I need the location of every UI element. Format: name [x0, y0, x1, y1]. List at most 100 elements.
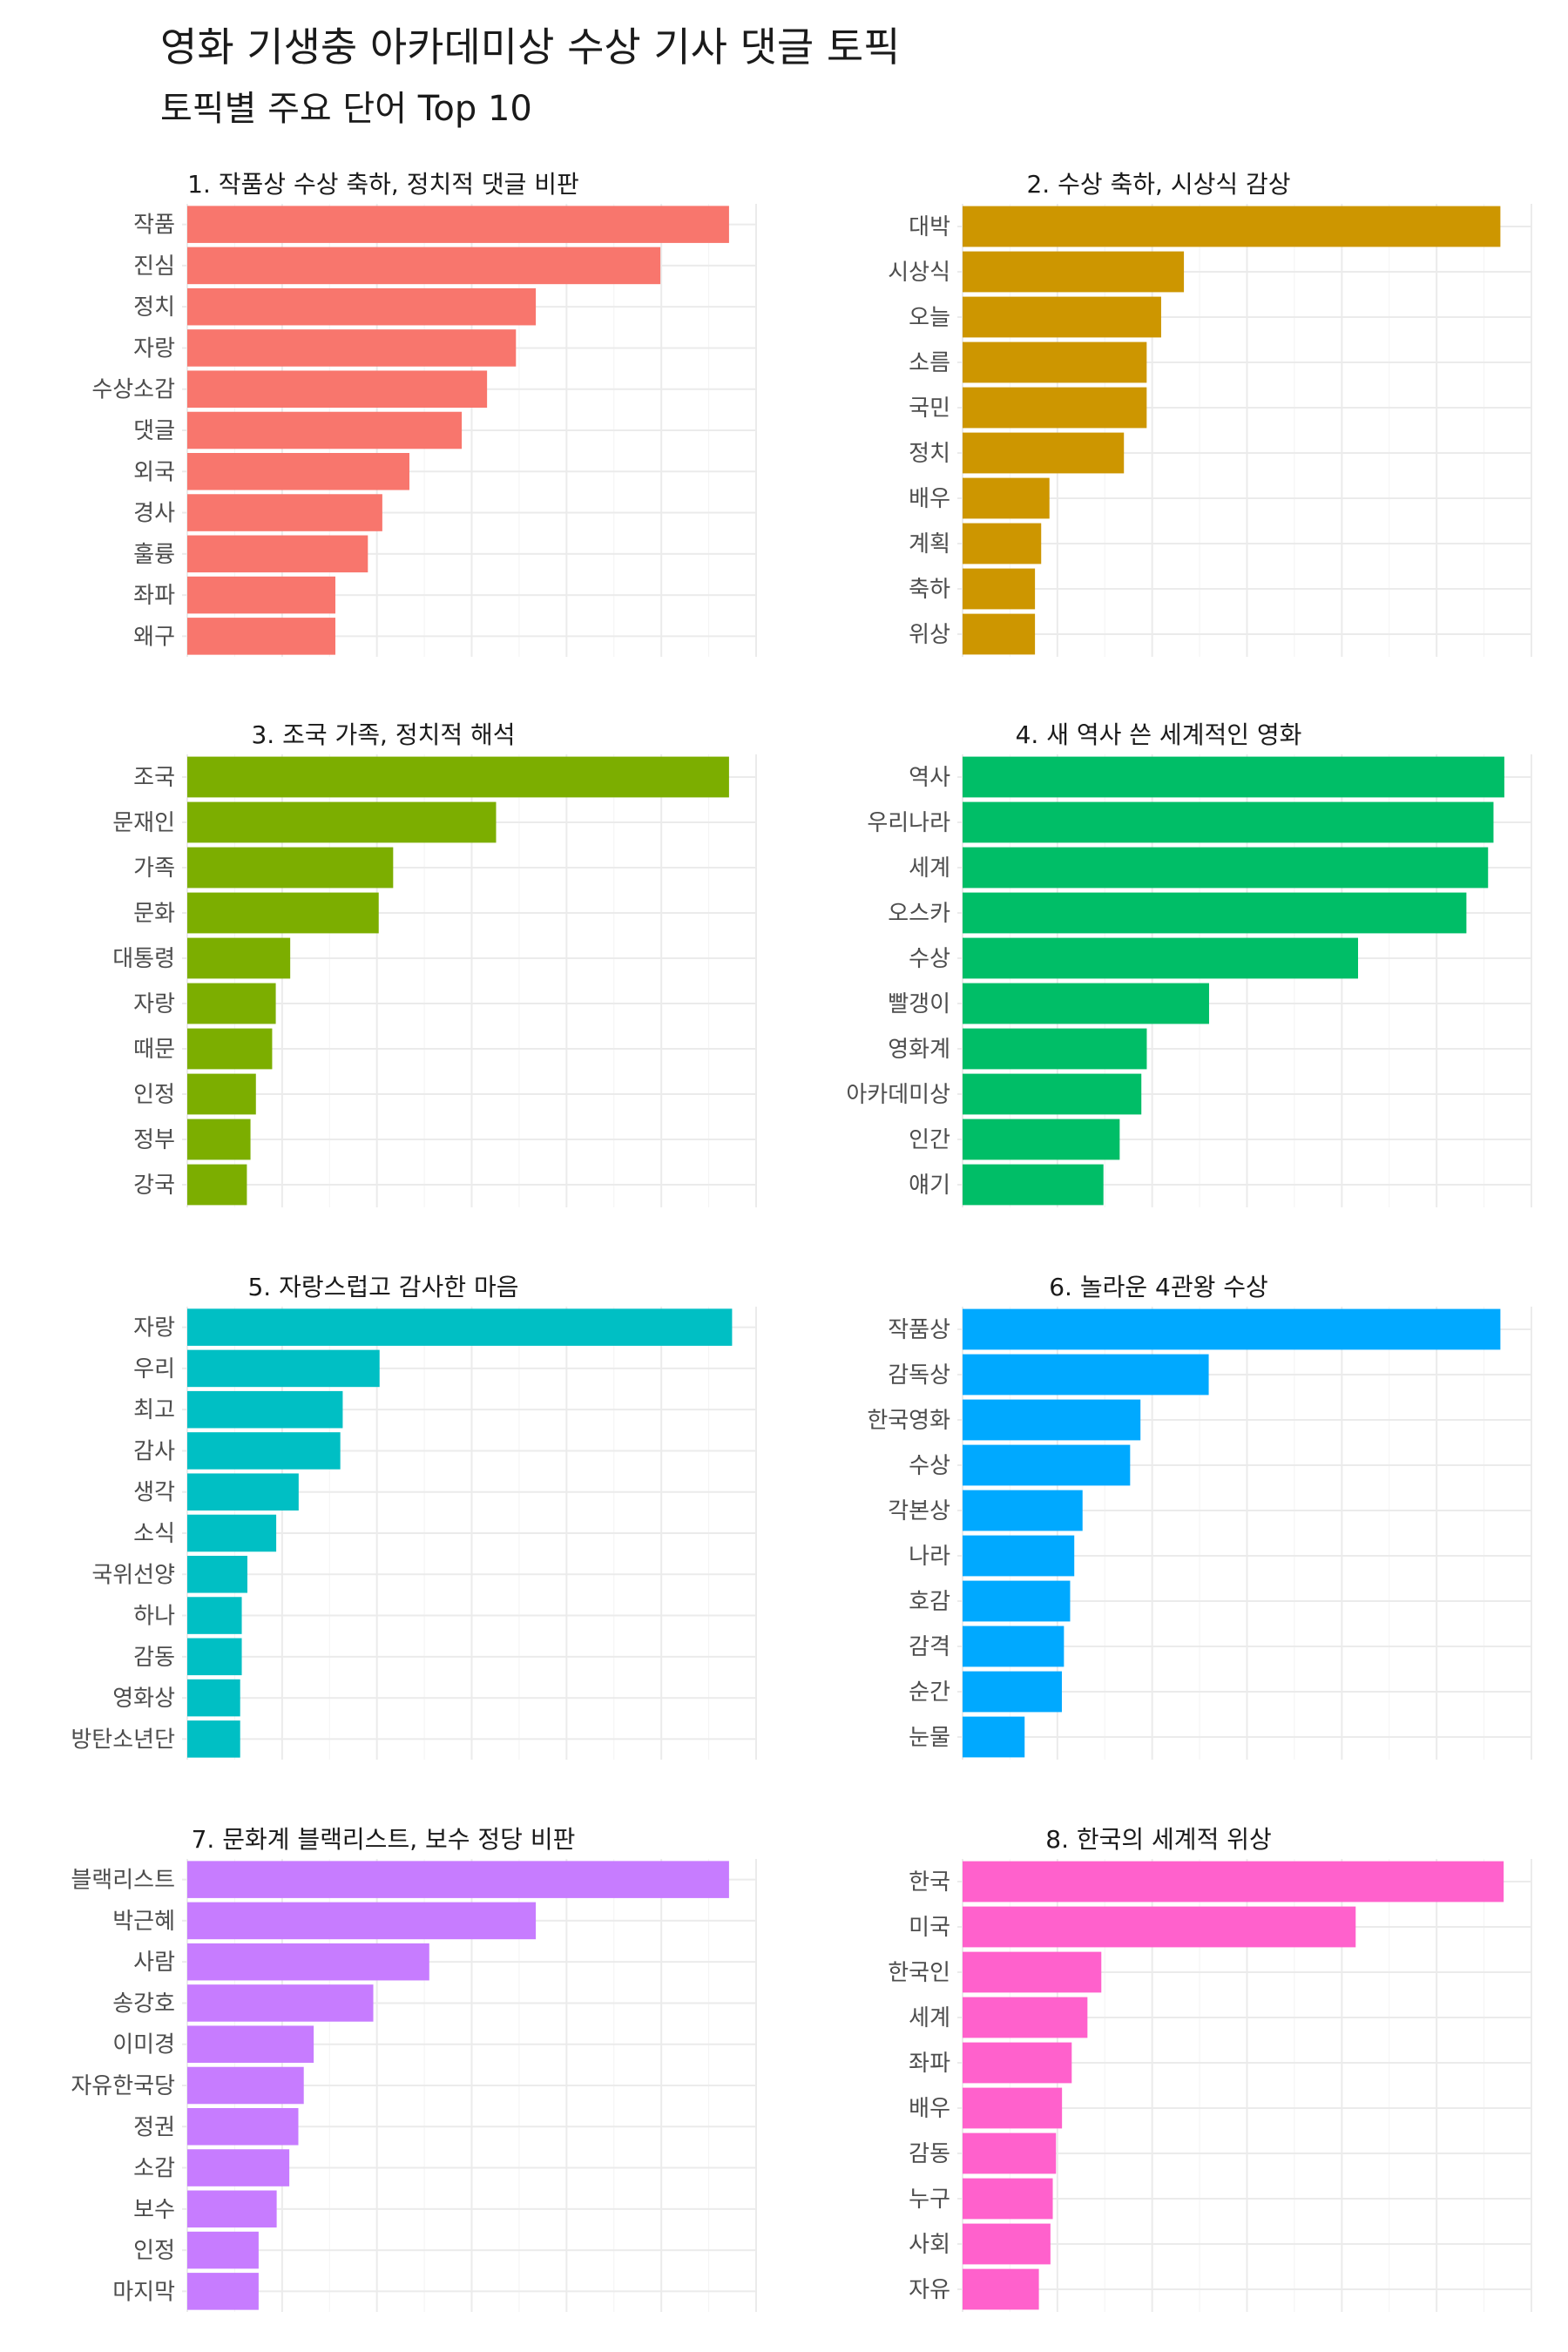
panel-title: 8. 한국의 세계적 위상	[1045, 1825, 1272, 1854]
category-label: 우리	[133, 1356, 175, 1382]
category-label: 소름	[909, 350, 950, 376]
panel-title: 2. 수상 축하, 시상식 감상	[1026, 170, 1291, 199]
bar	[963, 341, 1147, 383]
bar	[187, 892, 379, 934]
bar	[963, 1625, 1064, 1667]
bar	[963, 568, 1036, 610]
category-label: 국민	[909, 395, 950, 422]
bar	[187, 2025, 314, 2063]
panel-title: 5. 자랑스럽고 감사한 마음	[247, 1273, 519, 1301]
bar	[187, 1308, 733, 1346]
category-label: 마지막	[112, 2279, 175, 2305]
category-label: 감독상	[888, 1362, 950, 1389]
bar	[187, 1432, 341, 1470]
category-label: 얘기	[909, 1173, 950, 1199]
bar	[187, 1028, 273, 1070]
category-label: 블랙리스트	[71, 1868, 175, 1894]
bar	[963, 2178, 1053, 2220]
panel-title: 7. 문화계 블랙리스트, 보수 정당 비판	[191, 1825, 576, 1854]
category-label: 사람	[133, 1950, 175, 1976]
bar	[187, 1349, 380, 1388]
bar	[963, 1164, 1104, 1206]
category-label: 누구	[909, 2186, 950, 2213]
bar	[963, 1119, 1120, 1160]
bar	[187, 801, 497, 843]
category-label: 아카데미상	[846, 1082, 950, 1108]
bar	[187, 1119, 251, 1160]
bar	[963, 477, 1050, 519]
category-label: 우리나라	[867, 810, 950, 836]
bar	[187, 1902, 537, 1940]
category-label: 좌파	[133, 583, 175, 609]
bar	[187, 1390, 343, 1429]
bar	[963, 892, 1467, 934]
topic-panel-2: 2. 수상 축하, 시상식 감상 대박 시상식 오늘 소름 국민 정치 배우 계획 축하 위상	[775, 157, 1542, 679]
category-label: 호감	[909, 1589, 950, 1615]
category-label: 수상	[909, 1453, 950, 1479]
category-label: 미국	[909, 1915, 950, 1941]
category-label: 감격	[909, 1634, 950, 1660]
category-label: 인정	[133, 2238, 175, 2264]
category-label: 오늘	[909, 305, 950, 331]
category-label: 하나	[133, 1604, 175, 1630]
category-label: 가족	[133, 855, 175, 882]
category-label: 역사	[909, 765, 950, 791]
bar	[963, 2042, 1072, 2084]
bar	[963, 1580, 1071, 1622]
category-label: 소감	[133, 2156, 175, 2182]
category-label: 박근혜	[112, 1909, 175, 1935]
bar	[187, 1984, 374, 2022]
bar	[187, 1164, 247, 1206]
bar	[187, 2231, 259, 2269]
category-label: 한국인	[888, 1960, 950, 1986]
category-label: 자랑	[133, 1315, 175, 1342]
bar	[187, 1943, 429, 1981]
bar	[187, 1679, 240, 1717]
topic-panel-7: 7. 문화계 블랙리스트, 보수 정당 비판 블랙리스트 박근혜 사람 송강호 이미경 자…	[0, 1812, 767, 2335]
topic-panel-1: 1. 작품상 수상 축하, 정치적 댓글 비판 작품 진심 정치 자랑 수상소감 댓글 외국…	[0, 157, 767, 679]
category-label: 소식	[133, 1521, 175, 1547]
bar	[963, 1399, 1141, 1441]
category-label: 외국	[133, 459, 175, 485]
category-label: 세계	[909, 2005, 950, 2031]
topic-panel-3: 3. 조국 가족, 정치적 해석 조국 문재인 가족 문화 대통령 자랑 때문 인정 정부 강국	[0, 707, 767, 1230]
bar	[187, 1073, 256, 1115]
category-label: 수상	[909, 946, 950, 972]
bar	[187, 2190, 277, 2228]
category-label: 작품	[133, 213, 175, 239]
category-label: 순간	[909, 1680, 950, 1706]
chart-subtitle: 토픽별 주요 단어 Top 10	[160, 89, 532, 129]
bar	[187, 1556, 247, 1593]
bar	[963, 1444, 1131, 1486]
bar	[187, 1597, 242, 1634]
bar	[187, 2066, 304, 2105]
bar	[187, 287, 537, 326]
category-label: 왜구	[133, 624, 175, 650]
bar	[187, 535, 368, 573]
bar	[187, 1473, 299, 1511]
bar	[187, 2273, 259, 2310]
bar	[187, 370, 488, 408]
category-label: 자유	[909, 2277, 950, 2303]
category-label: 송강호	[112, 1990, 175, 2017]
bar	[963, 206, 1501, 247]
bar	[963, 2087, 1063, 2129]
bar	[187, 937, 291, 979]
bar	[963, 1308, 1501, 1350]
bar	[963, 1354, 1209, 1396]
category-label: 자랑	[133, 991, 175, 1017]
category-label: 오스카	[888, 901, 950, 927]
bar	[187, 1861, 729, 1898]
category-label: 감동	[909, 2141, 950, 2167]
category-label: 위상	[909, 622, 950, 648]
category-label: 좌파	[909, 2051, 950, 2077]
chart-title: 영화 기생충 아카데미상 수상 기사 댓글 토픽	[160, 24, 901, 71]
category-label: 사회	[909, 2232, 950, 2258]
category-label: 보수	[133, 2197, 175, 2223]
category-label: 눈물	[909, 1725, 950, 1751]
category-label: 최고	[133, 1397, 175, 1423]
category-label: 빨갱이	[888, 991, 950, 1017]
category-label: 국위선양	[91, 1562, 175, 1588]
